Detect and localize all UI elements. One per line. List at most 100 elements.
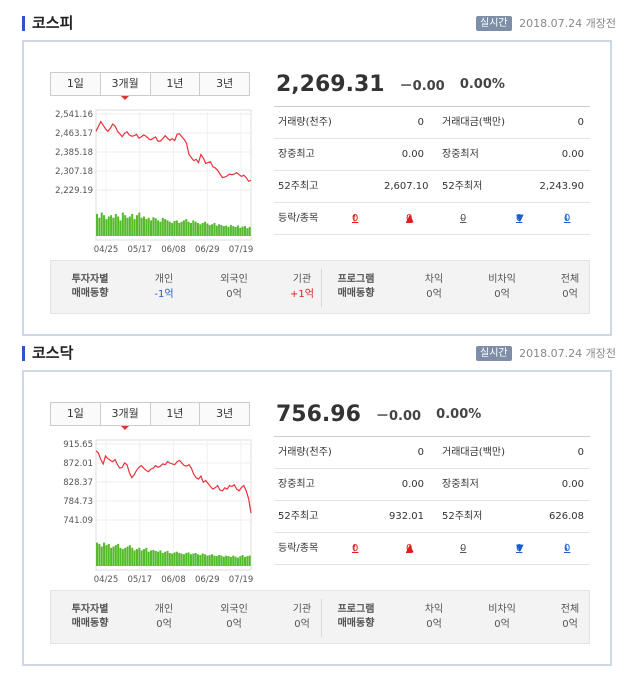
volume-bar xyxy=(232,226,235,236)
arbitrage-label: 차익 xyxy=(424,274,444,285)
upper-limit-icon: 🠕 xyxy=(352,543,357,554)
volume-bar xyxy=(161,553,164,566)
volume-bar xyxy=(192,220,195,236)
tab-1day[interactable]: 1일 xyxy=(51,73,101,95)
high52-value: 932.01 xyxy=(389,511,424,522)
volume-bar xyxy=(208,225,211,236)
volume-bar xyxy=(145,219,148,236)
tab-1day[interactable]: 1일 xyxy=(51,403,101,425)
updown-count[interactable]: 0 xyxy=(352,213,359,224)
investor-title-line1: 투자자별 xyxy=(71,274,109,285)
updown-count[interactable]: 0 xyxy=(516,543,523,554)
kosdaq-stats-table: 거래량(천주) 0 거래대금(백만) 0 장중최고 0.00 장중최저 0.00… xyxy=(274,436,590,565)
updown-count[interactable]: 0 xyxy=(460,543,467,554)
updown-count[interactable]: 0 xyxy=(352,543,359,554)
volume-bar xyxy=(215,556,218,566)
volume-bar xyxy=(178,553,181,566)
updown-count[interactable]: 0 xyxy=(460,213,467,224)
updown-count[interactable]: 0 xyxy=(406,543,413,554)
intraday-low-label: 장중최저 xyxy=(442,149,479,160)
volume-bar xyxy=(133,550,136,566)
volume-bar xyxy=(147,551,150,566)
updown-count[interactable]: 0 xyxy=(516,213,523,224)
y-tick-label: 741.09 xyxy=(63,516,93,526)
volume-bar xyxy=(103,215,106,236)
low52-value: 2,243.90 xyxy=(539,181,584,192)
high52-label: 52주최고 xyxy=(278,181,319,192)
volume-bar xyxy=(166,220,169,236)
volume-bar xyxy=(128,216,131,236)
tab-3month[interactable]: 3개월 xyxy=(100,403,151,430)
amount-label: 거래대금(백만) xyxy=(442,117,506,128)
index-change: －0.00 xyxy=(376,409,422,424)
updown-count[interactable]: 0 xyxy=(406,213,413,224)
kosdaq-price-block: 756.96 －0.00 0.00% xyxy=(276,402,481,432)
updown-row: 등락/종목 🠕 0 ▲ 0–0 ▼ 0 🠗 0 xyxy=(274,533,590,565)
volume-bar xyxy=(159,221,162,236)
tab-3year[interactable]: 3년 xyxy=(200,73,249,95)
kospi-meta: 실시간 2018.07.24 개장전 xyxy=(476,16,616,32)
institution-label: 기관 xyxy=(292,604,312,615)
updown-row: 등락/종목 🠕 0 ▲ 0–0 ▼ 0 🠗 0 xyxy=(274,203,590,235)
divider xyxy=(321,599,322,637)
tab-1year[interactable]: 1년 xyxy=(150,73,201,95)
arbitrage-value: 0억 xyxy=(426,289,442,300)
volume-bar xyxy=(243,556,247,566)
kosdaq-header: 코스닥 실시간 2018.07.24 개장전 xyxy=(22,343,616,365)
volume-bar xyxy=(189,223,192,236)
foreign-value: 0억 xyxy=(226,289,242,300)
updown-count[interactable]: 0 xyxy=(564,213,571,224)
volume-bar xyxy=(215,225,218,236)
kosdaq-chart[interactable]: 915.65 872.01 828.37 784.73 741.09 04/25 05/17… xyxy=(46,436,256,586)
kospi-header: 코스피 실시간 2018.07.24 개장전 xyxy=(22,13,616,35)
stats-row: 52주최고 932.01 52주최저 626.08 xyxy=(274,501,590,533)
program-title-line2: 매매동향 xyxy=(337,618,375,629)
period-tabs: 1일 3개월 1년 3년 xyxy=(50,72,250,100)
kosdaq-title[interactable]: 코스닥 xyxy=(32,344,74,362)
volume-bar xyxy=(166,550,169,566)
volume-bar xyxy=(201,553,204,566)
volume-bar xyxy=(150,550,153,566)
tab-3month[interactable]: 3개월 xyxy=(100,73,151,100)
kospi-chart[interactable]: 2,541.16 2,463.17 2,385.18 2,307.18 2,229.19… xyxy=(46,106,256,256)
volume-bar xyxy=(234,556,237,566)
individual-value: 0억 xyxy=(156,619,172,630)
volume-bar xyxy=(206,555,209,566)
tab-3year[interactable]: 3년 xyxy=(200,403,249,425)
volume-bar xyxy=(135,549,138,566)
volume-bar xyxy=(211,554,214,566)
volume-value: 0 xyxy=(417,117,424,128)
y-tick-label: 2,541.16 xyxy=(55,110,93,120)
volume-bar xyxy=(173,552,176,566)
y-tick-label: 828.37 xyxy=(63,478,93,488)
volume-bar xyxy=(157,551,160,566)
kospi-title[interactable]: 코스피 xyxy=(32,14,74,32)
total-value: 0억 xyxy=(562,619,578,630)
volume-bar xyxy=(133,219,136,236)
volume-bar xyxy=(248,555,251,566)
amount-label: 거래대금(백만) xyxy=(442,447,506,458)
intraday-low-value: 0.00 xyxy=(561,479,584,490)
intraday-high-label: 장중최고 xyxy=(278,149,315,160)
volume-bar xyxy=(180,553,183,566)
up-icon: ▲ xyxy=(406,543,414,554)
volume-bar xyxy=(225,555,228,566)
volume-bar xyxy=(121,212,124,236)
volume-bar xyxy=(100,212,103,236)
updown-count[interactable]: 0 xyxy=(564,543,571,554)
institution-value: 0억 xyxy=(294,619,310,630)
x-tick-label: 06/29 xyxy=(195,575,220,585)
volume-bar xyxy=(182,554,185,566)
volume-bar xyxy=(206,223,209,236)
volume-bar xyxy=(98,543,101,566)
stats-row: 거래량(천주) 0 거래대금(백만) 0 xyxy=(274,437,590,469)
volume-bar xyxy=(182,220,185,236)
flat-icon: – xyxy=(460,543,465,554)
investor-title-line2: 매매동향 xyxy=(71,288,109,299)
tab-1year[interactable]: 1년 xyxy=(150,403,201,425)
volume-bar xyxy=(241,555,244,566)
section-marker xyxy=(22,346,25,361)
investor-trends: 투자자별 매매동향 개인 -1억 외국인 0억 기관 +1억 프로그램 매매동향… xyxy=(50,260,590,314)
volume-bar xyxy=(96,542,99,566)
down-icon: ▼ xyxy=(516,213,524,224)
